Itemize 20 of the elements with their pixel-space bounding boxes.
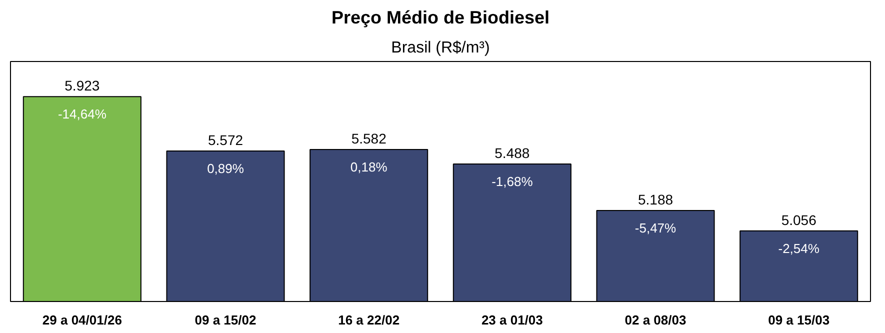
x-tick-label: 23 a 01/03	[481, 312, 543, 328]
annotation: -2,54%	[778, 240, 820, 256]
x-tick-label: 16 a 22/02	[338, 312, 400, 328]
data-label: 5.572	[208, 132, 244, 148]
data-label: 5.488	[494, 145, 530, 162]
annotation: 0,89%	[207, 160, 244, 176]
x-tick-label: 29 a 04/01/26	[42, 312, 122, 328]
annotation: -5,47%	[634, 220, 677, 236]
annotation: 0,18%	[350, 159, 388, 174]
x-tick-label: 02 a 08/03	[624, 312, 686, 328]
data-label: 5.923	[64, 78, 100, 94]
x-tick-label: 09 a 15/02	[194, 312, 256, 328]
chart-subtitle: Brasil (R$/m³)	[391, 40, 490, 56]
annotation: -14,64%	[58, 106, 107, 122]
annotation: -1,68%	[492, 174, 534, 190]
data-label: 5.188	[638, 191, 674, 208]
data-label: 5.582	[351, 130, 387, 146]
data-label: 5.056	[781, 212, 817, 228]
x-tick-label: 09 a 15/03	[768, 312, 830, 328]
chart-title: Preço Médio de Biodiesel	[331, 8, 550, 28]
